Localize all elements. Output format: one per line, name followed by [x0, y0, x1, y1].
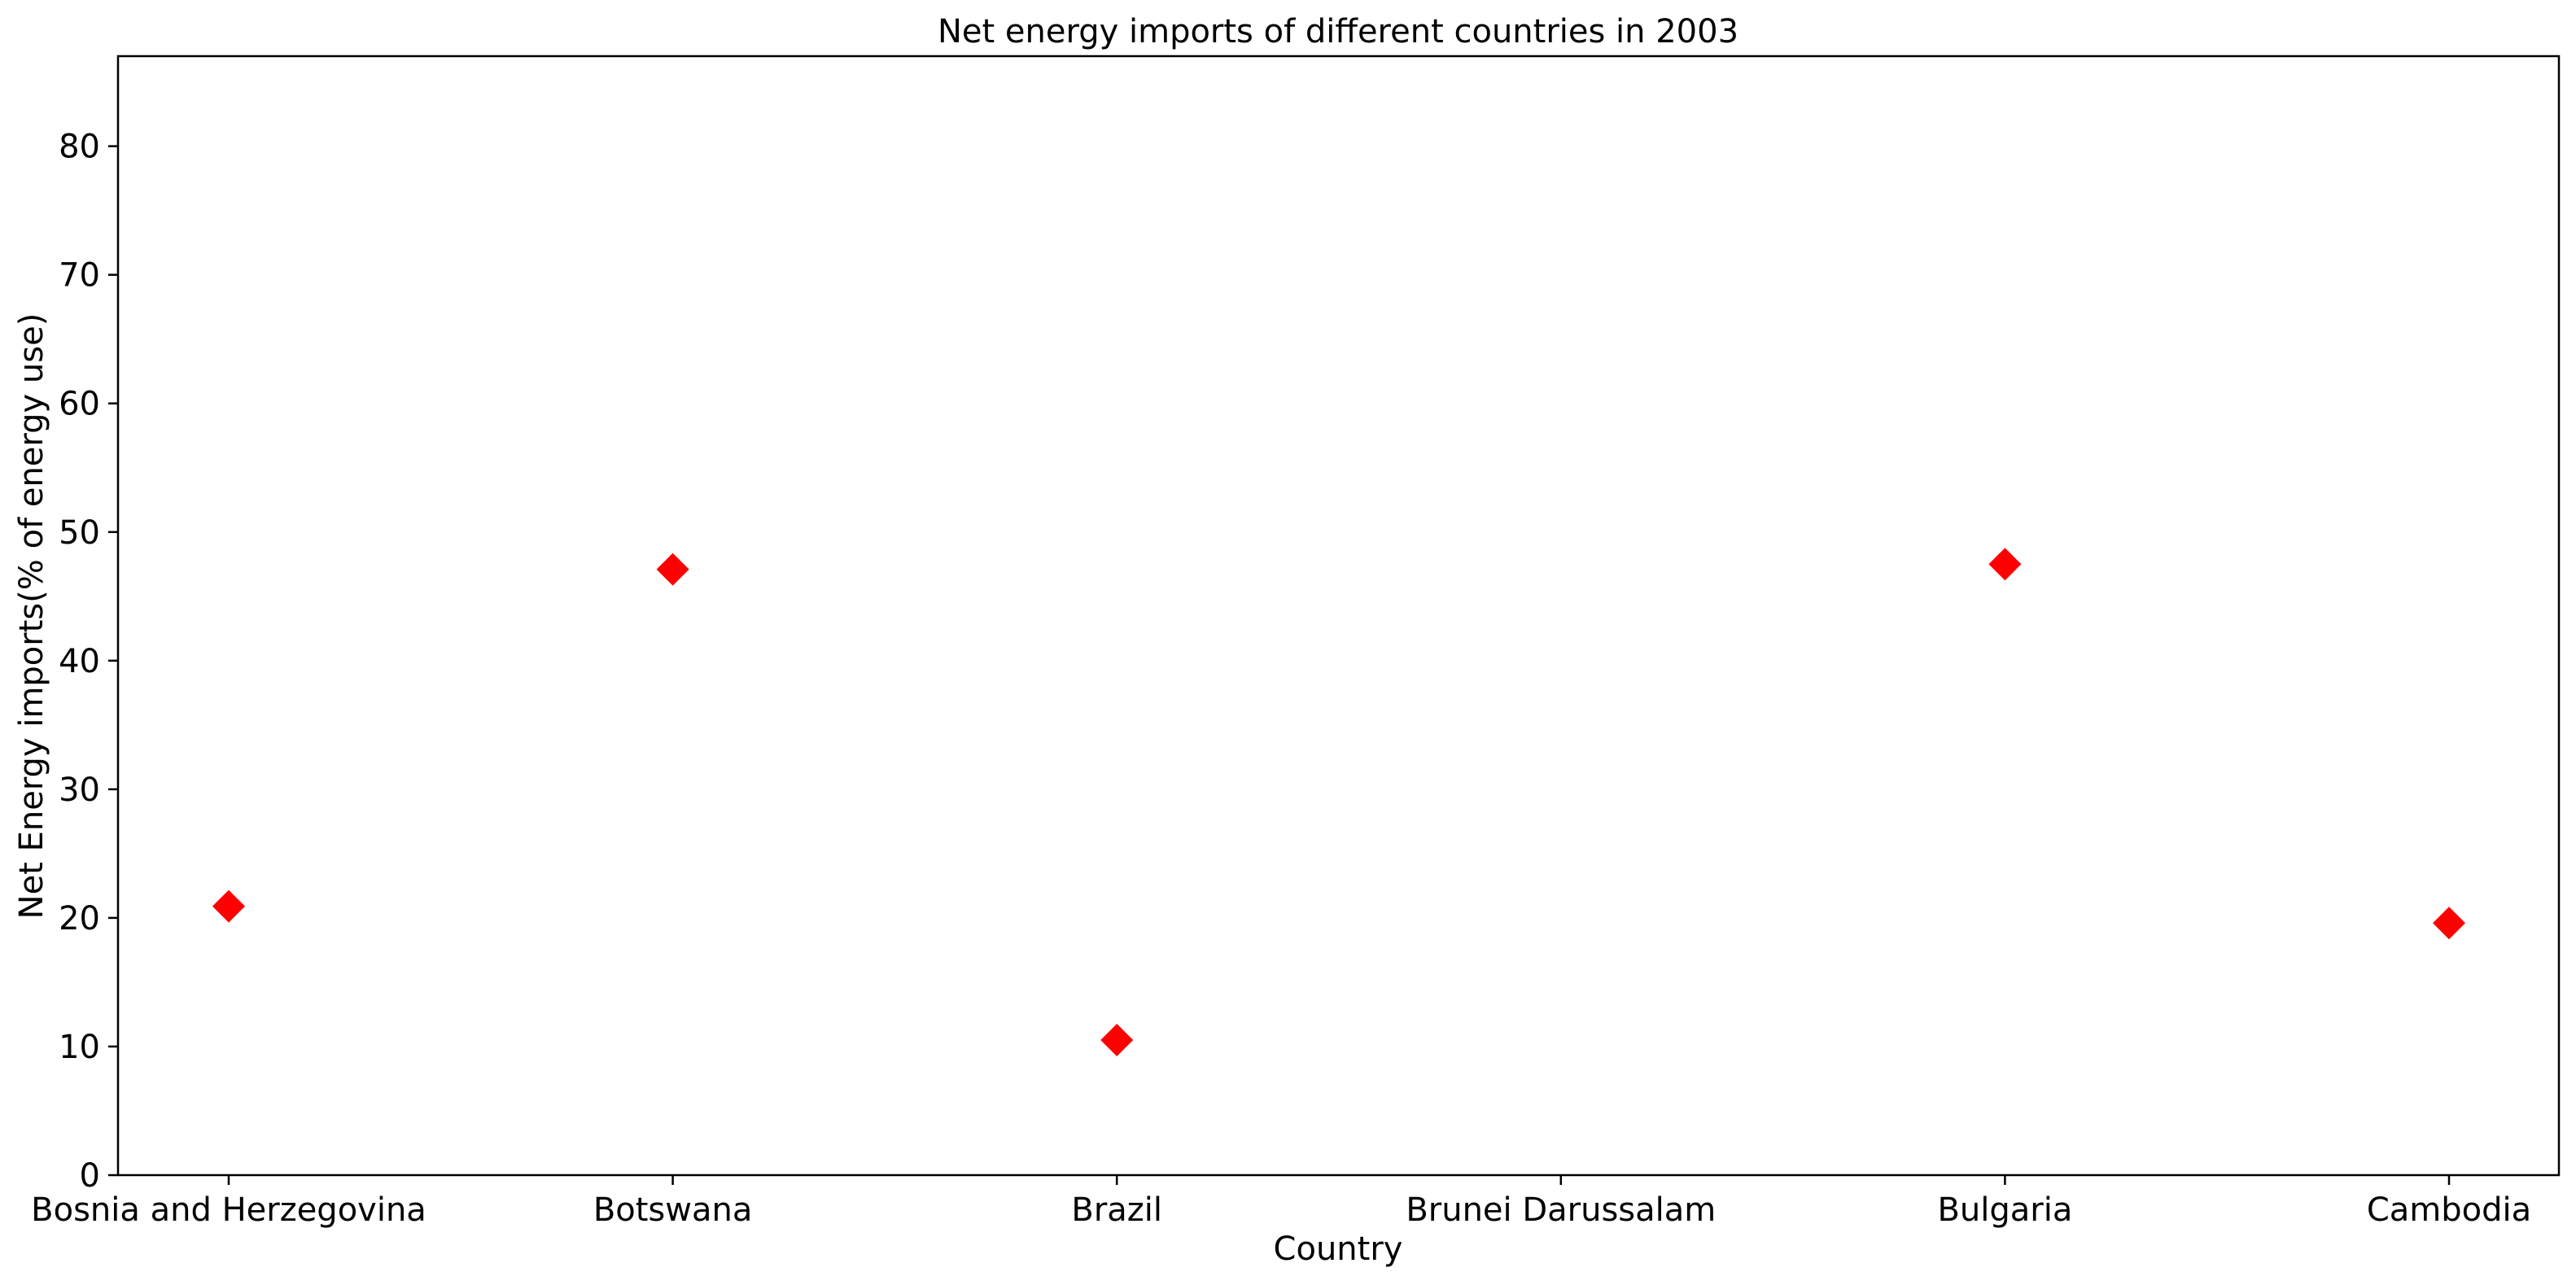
y-tick-label: 40 — [59, 643, 100, 680]
y-axis: 0 10 20 30 40 50 60 70 80 — [59, 129, 118, 1195]
data-point-diamond — [656, 553, 689, 586]
y-axis-label: Net Energy imports(% of energy use) — [13, 313, 50, 920]
data-point-diamond — [1988, 548, 2022, 581]
x-tick-label: Bosnia and Herzegovina — [31, 1191, 426, 1229]
y-tick-label: 80 — [59, 129, 100, 166]
x-tick-label: Brazil — [1071, 1191, 1162, 1229]
y-tick-label: 50 — [59, 514, 100, 552]
x-tick-label: Bulgaria — [1937, 1191, 2072, 1229]
x-axis-label: Country — [1274, 1230, 1403, 1268]
y-tick-label: 70 — [59, 257, 100, 295]
data-point-diamond — [2433, 907, 2465, 940]
y-tick-label: 30 — [59, 771, 100, 809]
data-point-diamond — [212, 889, 245, 923]
plot-area-frame — [116, 55, 2561, 1177]
y-tick-label: 0 — [80, 1157, 100, 1195]
data-points — [212, 548, 2465, 1057]
x-axis: Bosnia and Herzegovina Botswana Brazil Brun… — [31, 1175, 2531, 1229]
x-tick-label: Botswana — [593, 1191, 753, 1229]
y-tick-label: 10 — [59, 1029, 100, 1066]
chart-title: Net energy imports of different countrie… — [938, 13, 1738, 50]
data-point-diamond — [1100, 1024, 1134, 1057]
x-tick-label: Brunei Darussalam — [1406, 1191, 1716, 1229]
y-tick-label: 60 — [59, 386, 100, 423]
x-tick-label: Cambodia — [2367, 1191, 2531, 1229]
y-tick-label: 20 — [59, 900, 100, 938]
